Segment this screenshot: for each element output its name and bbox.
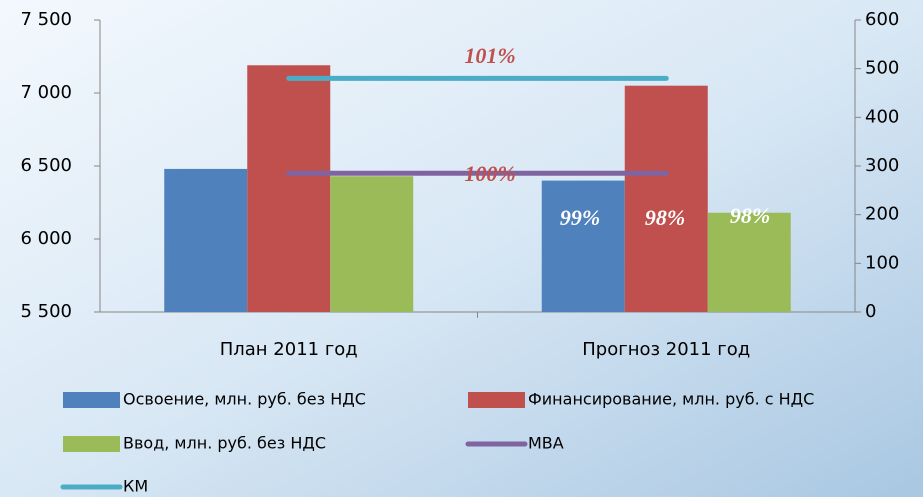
legend-swatch [63, 392, 120, 408]
y2-tick-label: 100 [865, 252, 899, 273]
x-tick-label: План 2011 год [220, 339, 358, 360]
y2-tick-label: 300 [865, 155, 899, 176]
legend-label: Освоение, млн. руб. без НДС [123, 390, 366, 409]
y-tick-label: 7 500 [20, 9, 72, 30]
bar [625, 86, 708, 312]
y2-tick-label: 200 [865, 204, 899, 225]
y-tick-label: 6 500 [20, 155, 72, 176]
legend-swatch [63, 436, 120, 452]
bar [542, 181, 625, 312]
x-tick-label: Прогноз 2011 год [582, 339, 750, 360]
y-tick-label: 7 000 [20, 82, 72, 103]
legend-label: Финансирование, млн. руб. с НДС [528, 390, 814, 409]
legend-label: МВА [528, 434, 564, 453]
y2-tick-label: 600 [865, 9, 899, 30]
annotation: 101% [464, 43, 515, 68]
annotation: 100% [464, 161, 515, 186]
annotation: 98% [645, 205, 685, 230]
y-tick-label: 6 000 [20, 228, 72, 249]
legend-label: КМ [123, 477, 148, 496]
bar [164, 169, 247, 312]
bar [247, 65, 330, 312]
y2-tick-label: 0 [865, 301, 876, 322]
legend-label: Ввод, млн. руб. без НДС [123, 434, 326, 453]
y2-tick-label: 500 [865, 58, 899, 79]
annotation: 98% [730, 203, 770, 228]
y2-tick-label: 400 [865, 106, 899, 127]
y-tick-label: 5 500 [20, 301, 72, 322]
bar [330, 176, 413, 312]
annotation: 99% [560, 205, 600, 230]
legend-swatch [468, 392, 525, 408]
chart: 5 500 6 000 6 500 7 000 7 500 0 100 200 300 400 50… [0, 0, 923, 497]
